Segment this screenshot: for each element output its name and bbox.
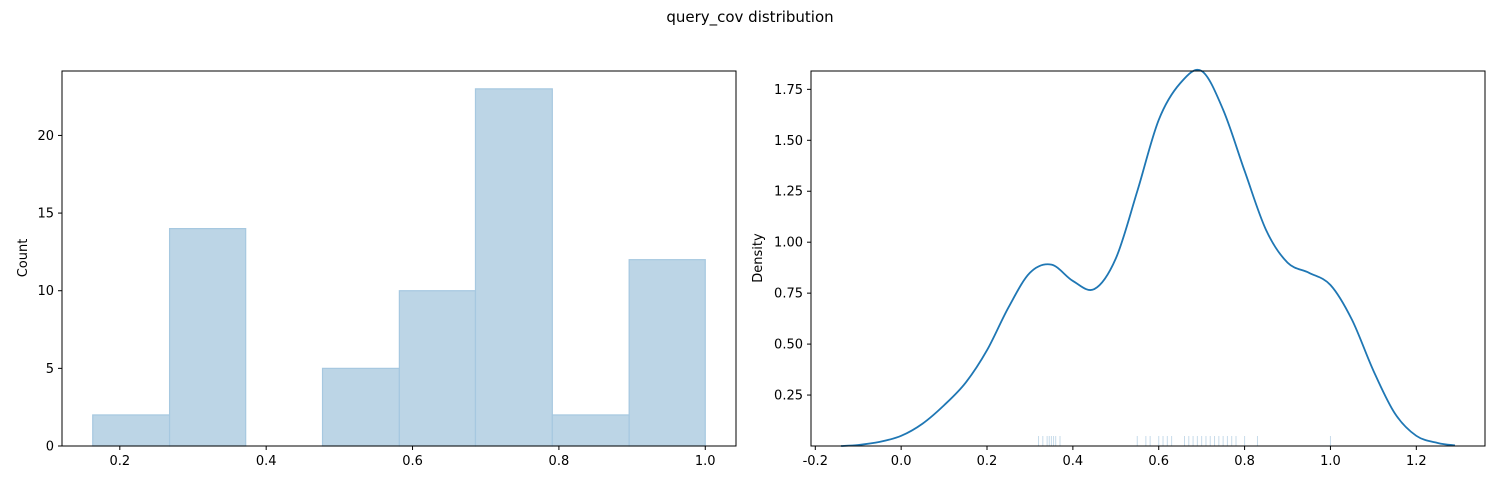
x-tick-label: 1.0 xyxy=(695,454,716,469)
kde-x-axis: -0.2 0.0 0.2 0.4 0.6 0.8 1.0 1.2 xyxy=(803,446,1427,469)
x-tick-label: -0.2 xyxy=(803,454,828,469)
histogram-y-label: Count xyxy=(16,239,31,278)
x-tick-label: 0.2 xyxy=(977,454,998,469)
kde-rug xyxy=(1038,436,1331,446)
y-tick-label: 15 xyxy=(37,207,54,222)
x-tick-label: 1.0 xyxy=(1320,454,1341,469)
x-tick-label: 0.0 xyxy=(891,454,912,469)
histogram-bar xyxy=(321,367,400,447)
figure-title: query_cov distribution xyxy=(666,8,833,27)
y-tick-label: 1.25 xyxy=(774,185,803,200)
histogram-bar xyxy=(398,290,477,447)
y-tick-label: 1.75 xyxy=(774,83,803,98)
kde-line xyxy=(840,69,1456,447)
histogram-plot-frame xyxy=(61,70,737,447)
y-tick-label: 0.50 xyxy=(774,338,803,353)
y-tick-label: 0.75 xyxy=(774,287,803,302)
y-tick-label: 0.25 xyxy=(774,389,803,404)
kde-panel: -0.2 0.0 0.2 0.4 0.6 0.8 1.0 1.2 0.25 0.50 0.75 1.… xyxy=(751,69,1486,469)
histogram-bar xyxy=(628,259,706,447)
histogram-bar xyxy=(551,414,630,447)
y-tick-label: 1.50 xyxy=(774,134,803,149)
histogram-x-axis: 0.2 0.4 0.6 0.8 1.0 xyxy=(109,446,716,469)
x-tick-label: 0.6 xyxy=(1148,454,1169,469)
y-tick-label: 0 xyxy=(46,440,54,455)
x-tick-label: 0.4 xyxy=(256,454,277,469)
x-tick-label: 1.2 xyxy=(1406,454,1427,469)
histogram-y-axis: 0 5 10 15 20 xyxy=(37,129,62,455)
kde-y-label: Density xyxy=(751,233,766,283)
histogram-panel: 0.2 0.4 0.6 0.8 1.0 0 5 10 15 20 Count xyxy=(16,70,737,469)
x-tick-label: 0.8 xyxy=(549,454,570,469)
y-tick-label: 20 xyxy=(37,129,54,144)
histogram-bar xyxy=(92,414,171,447)
x-tick-label: 0.4 xyxy=(1063,454,1084,469)
histogram-bar xyxy=(168,228,247,447)
kde-y-axis: 0.25 0.50 0.75 1.00 1.25 1.50 1.75 xyxy=(774,83,811,404)
y-tick-label: 10 xyxy=(37,284,54,299)
x-tick-label: 0.6 xyxy=(402,454,423,469)
histogram-bars xyxy=(92,88,706,447)
y-tick-label: 5 xyxy=(46,362,54,377)
x-tick-label: 0.8 xyxy=(1234,454,1255,469)
x-tick-label: 0.2 xyxy=(109,454,130,469)
y-tick-label: 1.00 xyxy=(774,236,803,251)
histogram-bar xyxy=(474,88,553,447)
kde-plot-frame xyxy=(810,70,1486,447)
